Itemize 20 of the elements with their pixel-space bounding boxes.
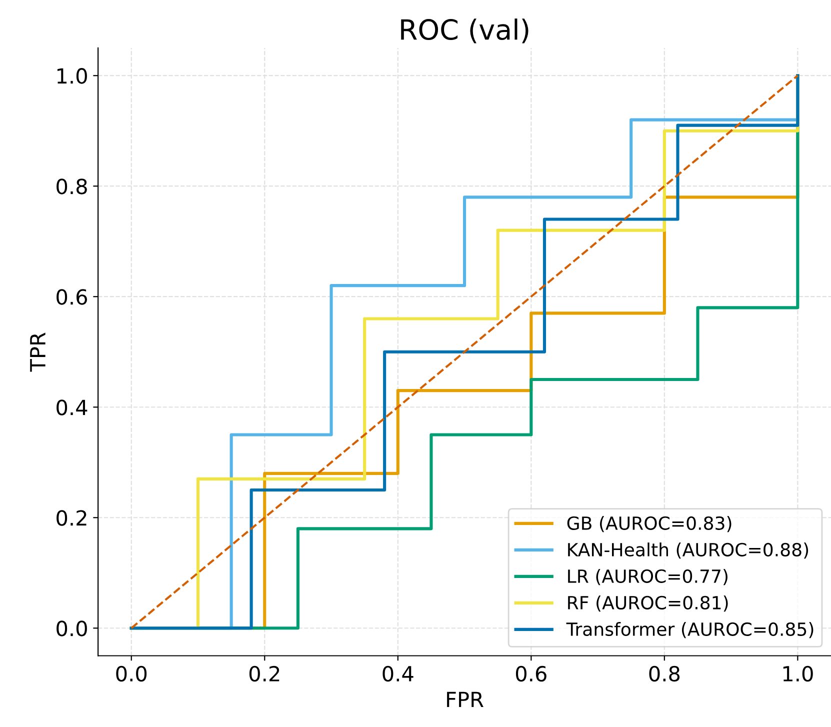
x-tick-label: 0.2 <box>249 666 280 682</box>
y-tick-label: 0.8 <box>56 178 87 194</box>
legend-label: Transformer (AUROC=0.85) <box>566 622 814 638</box>
y-tick-label: 0.6 <box>56 289 88 305</box>
x-tick-label: 1.0 <box>783 666 813 682</box>
x-tick-label: 0.0 <box>116 666 147 682</box>
legend-label: RF (AUROC=0.81) <box>568 596 728 612</box>
y-axis-title: TPR <box>30 332 46 372</box>
y-tick-label: 1.0 <box>57 68 87 84</box>
chart-title: ROC (val) <box>401 18 528 44</box>
x-tick-label: 0.4 <box>382 666 414 682</box>
y-tick-label: 0.0 <box>56 620 87 636</box>
y-tick-label: 0.4 <box>56 400 88 416</box>
y-tick-label: 0.2 <box>56 510 86 526</box>
legend-label: GB (AUROC=0.83) <box>567 516 732 532</box>
x-tick-label: 0.8 <box>649 666 680 682</box>
legend-label: LR (AUROC=0.77) <box>568 569 728 586</box>
x-tick-label: 0.6 <box>516 666 546 682</box>
legend-label: KAN-Health (AUROC=0.88) <box>568 542 808 559</box>
x-axis-title: FPR <box>447 692 484 708</box>
